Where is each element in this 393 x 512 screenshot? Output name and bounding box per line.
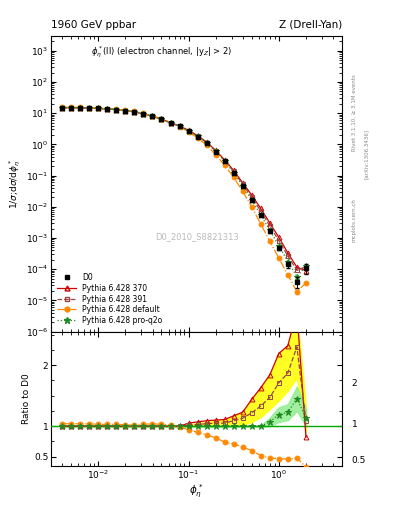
Text: Rivet 3.1.10, ≥ 3.1M events: Rivet 3.1.10, ≥ 3.1M events <box>352 74 357 151</box>
Text: Z (Drell-Yan): Z (Drell-Yan) <box>279 20 342 30</box>
Text: 1: 1 <box>352 420 358 430</box>
X-axis label: $\phi_\eta^*$: $\phi_\eta^*$ <box>189 482 204 500</box>
Text: mcplots.cern.ch: mcplots.cern.ch <box>352 198 357 242</box>
Legend: D0, Pythia 6.428 370, Pythia 6.428 391, Pythia 6.428 default, Pythia 6.428 pro-q: D0, Pythia 6.428 370, Pythia 6.428 391, … <box>55 270 165 328</box>
Text: $\phi_\eta^*$(ll) (electron channel, |y$_Z$| > 2): $\phi_\eta^*$(ll) (electron channel, |y$… <box>91 45 232 60</box>
Text: D0_2010_S8821313: D0_2010_S8821313 <box>154 232 239 241</box>
Y-axis label: 1/$\sigma$;d$\sigma$/d$\phi_\eta^*$: 1/$\sigma$;d$\sigma$/d$\phi_\eta^*$ <box>7 158 23 209</box>
Text: 2: 2 <box>352 379 357 389</box>
Text: 0.5: 0.5 <box>352 456 366 465</box>
Y-axis label: Ratio to D0: Ratio to D0 <box>22 373 31 424</box>
Text: [arXiv:1306.3436]: [arXiv:1306.3436] <box>364 129 369 179</box>
Text: 1960 GeV ppbar: 1960 GeV ppbar <box>51 20 136 30</box>
